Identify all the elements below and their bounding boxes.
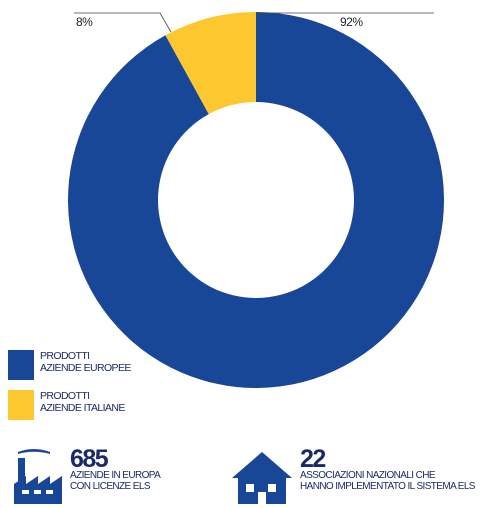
donut-chart: 92% 8% — [67, 12, 444, 389]
legend-item-european: PRODOTTI AZIENDE EUROPEE — [8, 350, 170, 380]
stat-companies-number: 685 — [70, 445, 109, 473]
stat-associations: 22 ASSOCIAZIONI NAZIONALI CHE HANNO IMPL… — [228, 445, 475, 504]
legend-label-european: PRODOTTI AZIENDE EUROPEE — [40, 350, 170, 374]
legend-label-italian: PRODOTTI AZIENDE ITALIANE — [40, 390, 170, 414]
stat-companies-text: 685 AZIENDE IN EUROPA CON LICENZE ELS — [70, 445, 161, 493]
stat-companies-line2: CON LICENZE ELS — [70, 481, 151, 492]
stat-associations-line2: HANNO IMPLEMENTATO IL SISTEMA ELS — [300, 481, 475, 492]
legend-label-italian-line1: PRODOTTI — [40, 390, 90, 402]
legend-label-european-line1: PRODOTTI — [40, 350, 90, 362]
legend-label-european-line2: AZIENDE EUROPEE — [40, 362, 131, 374]
factory-icon — [14, 449, 62, 504]
house-icon — [232, 452, 292, 504]
legend-item-italian: PRODOTTI AZIENDE ITALIANE — [8, 390, 170, 420]
stat-associations-line1: ASSOCIAZIONI NAZIONALI CHE — [300, 470, 436, 481]
donut-slice-italian — [165, 12, 256, 115]
donut-slice-european — [67, 12, 444, 389]
legend-label-italian-line2: AZIENDE ITALIANE — [40, 402, 125, 414]
legend-swatch-european — [8, 350, 34, 380]
data-label-italian: 8% — [76, 15, 93, 29]
stat-companies-line1: AZIENDE IN EUROPA — [70, 470, 161, 481]
leader-line-italian — [74, 12, 172, 33]
stat-associations-text: 22 ASSOCIAZIONI NAZIONALI CHE HANNO IMPL… — [300, 445, 475, 493]
legend-swatch-italian — [8, 390, 34, 420]
data-label-european: 92% — [340, 15, 363, 29]
stat-associations-number: 22 — [300, 445, 326, 473]
stat-companies: 685 AZIENDE IN EUROPA CON LICENZE ELS — [10, 445, 161, 504]
